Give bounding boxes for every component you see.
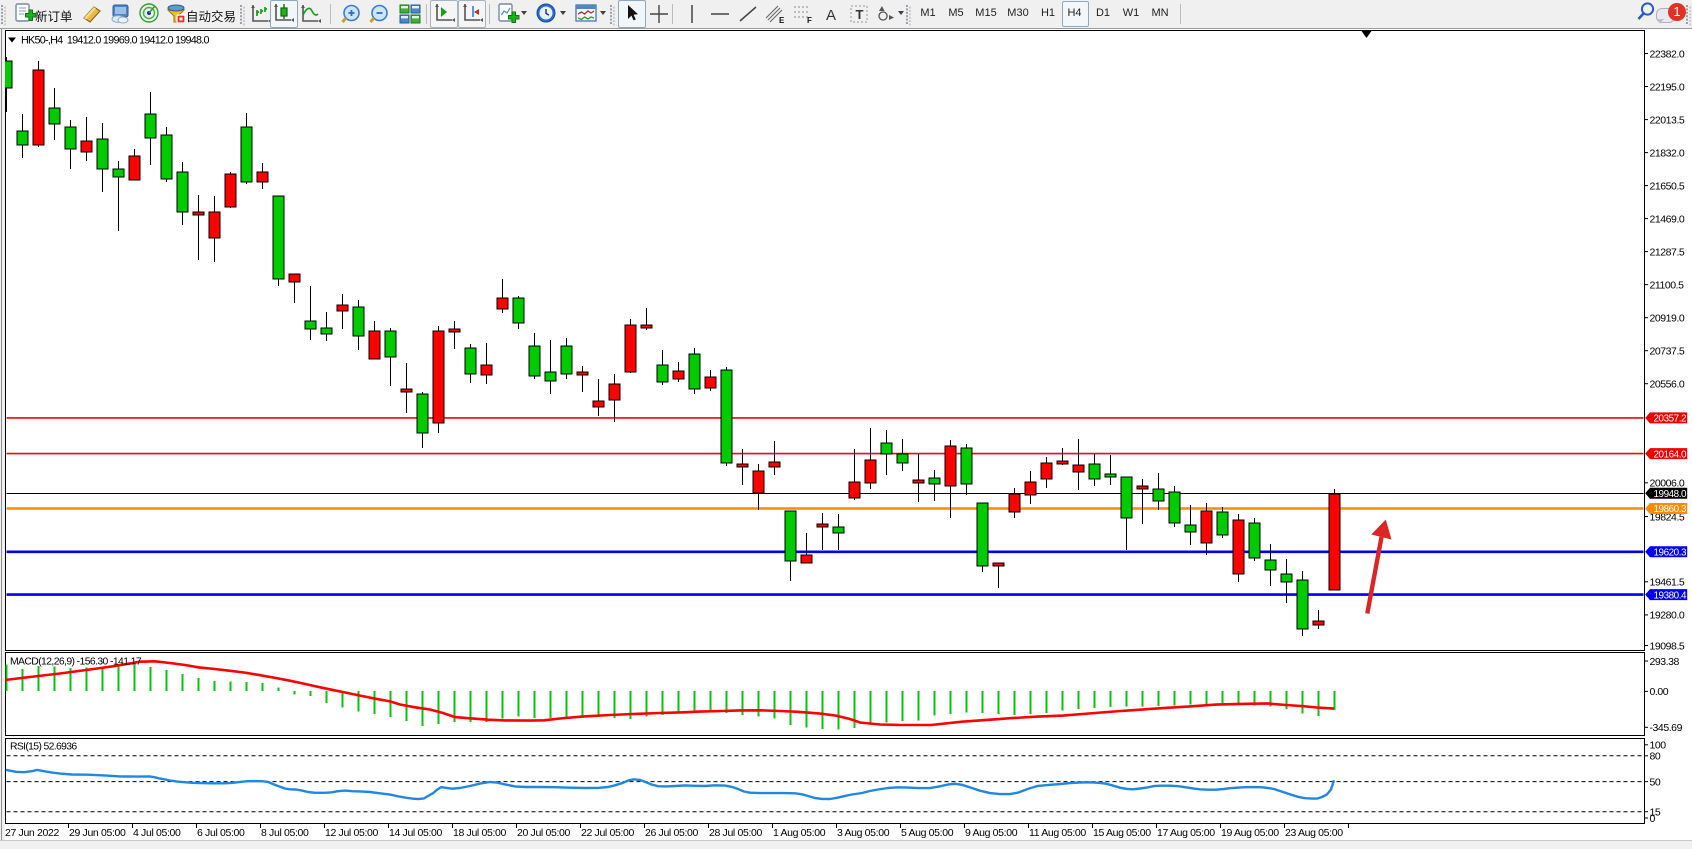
svg-text:9 Aug 05:00: 9 Aug 05:00	[965, 827, 1018, 839]
svg-text:15: 15	[1650, 807, 1661, 819]
svg-text:50: 50	[1650, 776, 1661, 788]
svg-text:17 Aug 05:00: 17 Aug 05:00	[1157, 827, 1215, 839]
svg-text:23 Aug 05:00: 23 Aug 05:00	[1285, 827, 1343, 839]
svg-text:19461.5: 19461.5	[1650, 577, 1685, 589]
svg-text:15 Aug 05:00: 15 Aug 05:00	[1093, 827, 1151, 839]
svg-text:12 Jul 05:00: 12 Jul 05:00	[325, 827, 379, 839]
svg-text:18 Jul 05:00: 18 Jul 05:00	[453, 827, 507, 839]
svg-text:MACD(12,26,9) -156.30 -141.17: MACD(12,26,9) -156.30 -141.17	[10, 657, 142, 668]
svg-text:20556.0: 20556.0	[1650, 379, 1685, 391]
svg-text:F: F	[807, 16, 812, 25]
svg-text:-345.69: -345.69	[1650, 722, 1683, 734]
svg-text:0.00: 0.00	[1650, 686, 1669, 698]
svg-text:22 Jul 05:00: 22 Jul 05:00	[581, 827, 635, 839]
svg-text:26 Jul 05:00: 26 Jul 05:00	[645, 827, 699, 839]
svg-text:29 Jun 05:00: 29 Jun 05:00	[69, 827, 126, 839]
svg-text:19380.4: 19380.4	[1654, 590, 1688, 601]
svg-text:20919.0: 20919.0	[1650, 313, 1685, 325]
svg-text:19860.3: 19860.3	[1654, 504, 1688, 515]
svg-text:22013.5: 22013.5	[1650, 114, 1685, 126]
svg-text:21469.0: 21469.0	[1650, 213, 1685, 225]
svg-text:19824.5: 19824.5	[1650, 511, 1685, 523]
svg-text:6 Jul 05:00: 6 Jul 05:00	[197, 827, 245, 839]
svg-text:100: 100	[1650, 740, 1667, 752]
svg-text:T: T	[856, 7, 864, 22]
svg-text:HK50-,H4 19412.0 19969.0 1941: HK50-,H4 19412.0 19969.0 19412.0 19948.0	[21, 35, 210, 47]
svg-text:27 Jun 2022: 27 Jun 2022	[5, 827, 59, 839]
svg-text:5 Aug 05:00: 5 Aug 05:00	[901, 827, 954, 839]
svg-text:20006.0: 20006.0	[1650, 478, 1685, 490]
svg-text:14 Jul 05:00: 14 Jul 05:00	[389, 827, 443, 839]
svg-text:21832.0: 21832.0	[1650, 147, 1685, 159]
svg-text:RSI(15) 52.6936: RSI(15) 52.6936	[10, 742, 77, 753]
svg-text:0: 0	[1650, 813, 1656, 825]
svg-text:19280.0: 19280.0	[1650, 610, 1685, 622]
svg-text:A: A	[826, 7, 836, 24]
svg-text:19948.0: 19948.0	[1654, 489, 1688, 500]
svg-text:11 Aug 05:00: 11 Aug 05:00	[1029, 827, 1086, 839]
svg-text:28 Jul 05:00: 28 Jul 05:00	[709, 827, 763, 839]
svg-text:20357.2: 20357.2	[1654, 414, 1687, 425]
svg-text:19620.3: 19620.3	[1654, 548, 1688, 559]
svg-text:293.38: 293.38	[1650, 656, 1680, 668]
svg-text:21650.5: 21650.5	[1650, 180, 1685, 192]
svg-text:20 Jul 05:00: 20 Jul 05:00	[517, 827, 571, 839]
svg-text:22382.0: 22382.0	[1650, 48, 1685, 60]
svg-text:E: E	[779, 16, 785, 25]
svg-text:20164.0: 20164.0	[1654, 449, 1688, 460]
svg-text:1 Aug 05:00: 1 Aug 05:00	[773, 827, 826, 839]
svg-text:4 Jul 05:00: 4 Jul 05:00	[133, 827, 181, 839]
svg-text:19098.5: 19098.5	[1650, 640, 1685, 652]
svg-text:80: 80	[1650, 751, 1661, 763]
svg-text:21287.5: 21287.5	[1650, 246, 1685, 258]
svg-text:21100.5: 21100.5	[1650, 279, 1685, 291]
svg-text:19 Aug 05:00: 19 Aug 05:00	[1221, 827, 1279, 839]
svg-text:3 Aug 05:00: 3 Aug 05:00	[837, 827, 890, 839]
svg-text:20737.5: 20737.5	[1650, 346, 1685, 358]
svg-text:22195.0: 22195.0	[1650, 81, 1685, 93]
svg-text:8 Jul 05:00: 8 Jul 05:00	[261, 827, 309, 839]
